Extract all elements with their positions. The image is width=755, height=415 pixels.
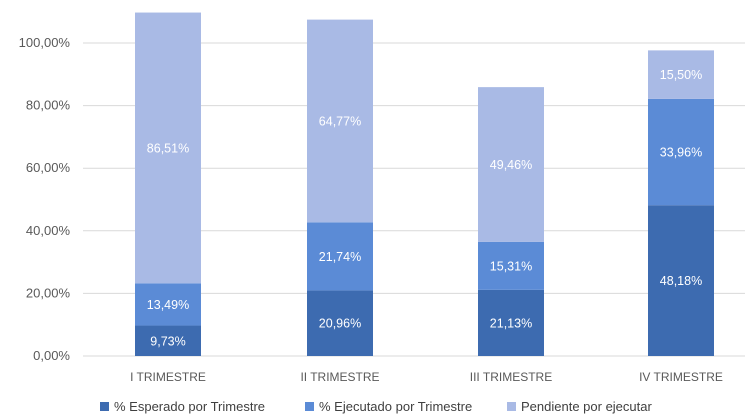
y-tick-label: 100,00% (19, 35, 71, 50)
bar-segment (307, 222, 373, 291)
legend-swatch (305, 402, 314, 411)
x-category-label: II TRIMESTRE (300, 370, 379, 384)
bar-segment (307, 290, 373, 356)
legend-swatch (507, 402, 516, 411)
y-tick-label: 60,00% (26, 160, 71, 175)
data-label: 20,96% (319, 317, 361, 331)
y-tick-label: 80,00% (26, 98, 71, 113)
bar-segment (478, 87, 544, 242)
y-tick-label: 40,00% (26, 223, 71, 238)
data-label: 15,50% (660, 68, 702, 82)
data-label: 21,13% (490, 316, 532, 330)
bar-segment (648, 205, 714, 356)
data-label: 64,77% (319, 114, 361, 128)
legend-item: % Ejecutado por Trimestre (305, 399, 472, 414)
legend-label: Pendiente por ejecutar (521, 399, 652, 414)
y-tick-label: 0,00% (33, 348, 70, 363)
data-label: 9,73% (150, 334, 185, 348)
legend-label: % Ejecutado por Trimestre (319, 399, 472, 414)
bar-segment (307, 19, 373, 223)
bar-segment (478, 241, 544, 290)
x-category-label: I TRIMESTRE (130, 370, 206, 384)
y-tick-label: 20,00% (26, 285, 71, 300)
y-axis-tick-labels: 0,00% 20,00% 40,00% 60,00% 80,00% 100,00% (19, 35, 71, 363)
legend-item: Pendiente por ejecutar (507, 399, 652, 414)
legend-label: % Esperado por Trimestre (114, 399, 265, 414)
bar-segment (135, 325, 201, 356)
data-label: 13,49% (147, 298, 189, 312)
bar-segment (478, 289, 544, 356)
bar-segment (135, 12, 201, 284)
x-axis-category-labels: I TRIMESTRE II TRIMESTRE III TRIMESTRE IV T… (130, 370, 723, 384)
data-label: 49,46% (490, 158, 532, 172)
data-label: 33,96% (660, 146, 702, 160)
data-label: 48,18% (660, 274, 702, 288)
data-label: 15,31% (490, 259, 532, 273)
bar-segment (648, 98, 714, 206)
legend-swatch (100, 402, 109, 411)
data-label: 21,74% (319, 250, 361, 264)
x-category-label: III TRIMESTRE (470, 370, 552, 384)
legend-item: % Esperado por Trimestre (100, 399, 265, 414)
bar-segment (648, 50, 714, 99)
bar-segment (135, 283, 201, 326)
legend: % Esperado por Trimestre % Ejecutado por … (100, 399, 652, 414)
bars (135, 12, 714, 356)
data-label: 86,51% (147, 141, 189, 155)
x-category-label: IV TRIMESTRE (639, 370, 723, 384)
data-labels: 9,73% 13,49% 86,51% 20,96% 21,74% 64,77% 21,13… (147, 68, 702, 348)
